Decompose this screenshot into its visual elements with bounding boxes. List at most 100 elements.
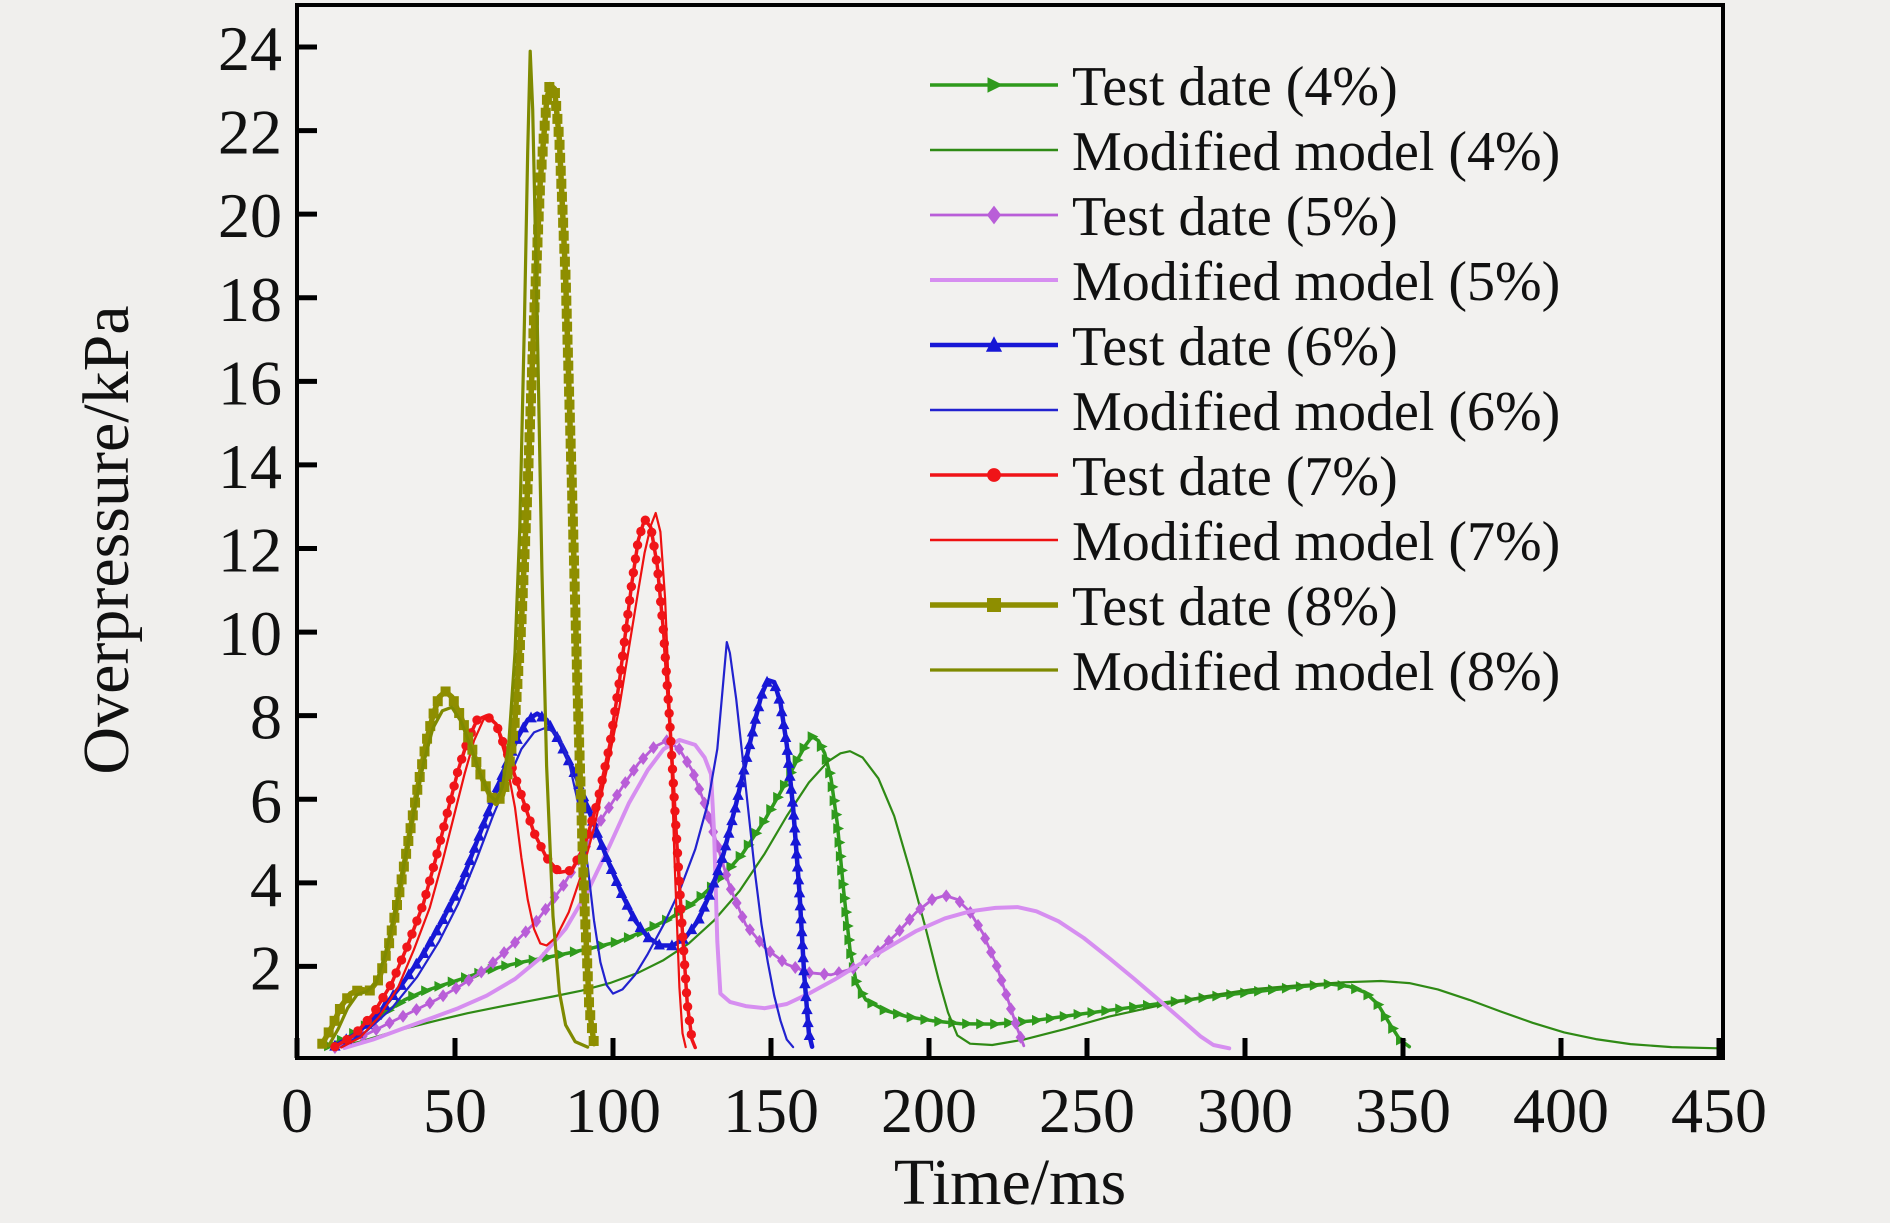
triangle-right-marker bbox=[1059, 1010, 1071, 1022]
triangle-up-marker bbox=[777, 718, 790, 730]
triangle-right-marker bbox=[766, 804, 778, 815]
square-marker bbox=[580, 932, 591, 943]
triangle-up-marker bbox=[437, 913, 449, 925]
circle-marker bbox=[442, 808, 452, 818]
x-tick-label: 350 bbox=[1355, 1075, 1451, 1146]
circle-marker bbox=[657, 610, 667, 621]
diamond-marker bbox=[980, 932, 991, 945]
y-tick-label: 2 bbox=[250, 932, 282, 1003]
square-marker bbox=[502, 769, 513, 780]
legend: Test date (4%)Modified model (4%)Test da… bbox=[930, 56, 1560, 703]
series-test-7pct bbox=[330, 515, 697, 1052]
diamond-marker bbox=[688, 768, 699, 782]
square-marker bbox=[539, 120, 550, 131]
axis-ticks: 0 50 100 150 200 250 300 350 400 4502468101214161… bbox=[218, 13, 1767, 1146]
triangle-right-marker bbox=[962, 1018, 973, 1030]
circle-marker bbox=[651, 555, 662, 565]
circle-marker bbox=[636, 526, 646, 537]
legend-label: Test date (6%) bbox=[1072, 316, 1398, 378]
circle-marker bbox=[457, 754, 467, 764]
square-marker bbox=[563, 360, 574, 371]
triangle-right-marker bbox=[841, 906, 853, 918]
legend-label: Modified model (8%) bbox=[1072, 641, 1560, 703]
triangle-right-marker bbox=[779, 779, 791, 791]
circle-marker bbox=[678, 932, 688, 942]
triangle-up-marker bbox=[796, 925, 808, 937]
legend-label: Modified model (4%) bbox=[1072, 121, 1560, 183]
square-marker bbox=[518, 575, 529, 586]
triangle-up-marker bbox=[800, 990, 812, 1002]
triangle-right-marker bbox=[735, 850, 747, 862]
x-tick-label: 50 bbox=[423, 1075, 487, 1146]
square-marker bbox=[570, 607, 581, 618]
triangle-right-marker bbox=[556, 949, 567, 961]
square-marker bbox=[517, 588, 528, 599]
circle-marker bbox=[362, 1015, 372, 1026]
diamond-marker bbox=[894, 924, 905, 938]
square-marker bbox=[557, 204, 568, 215]
triangle-up-marker bbox=[726, 814, 738, 826]
triangle-up-marker bbox=[716, 851, 728, 863]
square-marker bbox=[517, 601, 528, 612]
triangle-right-marker bbox=[825, 767, 837, 779]
triangle-right-marker bbox=[857, 988, 869, 1000]
square-marker bbox=[529, 302, 540, 313]
square-marker bbox=[504, 756, 515, 767]
circle-marker bbox=[391, 968, 401, 978]
square-marker bbox=[576, 802, 587, 813]
square-marker bbox=[523, 458, 534, 469]
circle-marker bbox=[472, 715, 482, 725]
diamond-marker bbox=[620, 776, 631, 790]
series-line-model-8pct bbox=[327, 49, 590, 1049]
diamond-marker bbox=[638, 752, 649, 766]
circle-marker bbox=[668, 778, 678, 788]
triangle-up-marker bbox=[788, 821, 801, 833]
circle-marker bbox=[677, 918, 687, 928]
diamond-marker bbox=[612, 788, 622, 802]
series-test-6pct bbox=[329, 675, 816, 1051]
triangle-right-marker bbox=[834, 837, 846, 848]
triangle-right-marker bbox=[1018, 1016, 1029, 1028]
triangle-up-marker bbox=[448, 889, 461, 901]
circle-marker bbox=[616, 665, 626, 675]
triangle-up-marker bbox=[729, 801, 741, 813]
square-marker bbox=[518, 562, 529, 573]
square-marker bbox=[555, 165, 566, 176]
y-tick-label: 10 bbox=[218, 598, 282, 669]
square-marker bbox=[523, 471, 534, 482]
triangle-right-marker bbox=[1363, 989, 1375, 1001]
diamond-marker bbox=[883, 934, 894, 948]
triangle-right-marker bbox=[867, 997, 879, 1009]
triangle-right-marker bbox=[751, 827, 763, 839]
square-marker bbox=[576, 815, 587, 826]
triangle-right-marker bbox=[837, 864, 849, 876]
series-line-model-5pct bbox=[342, 737, 1232, 1051]
y-axis-title: Overpressure/kPa bbox=[70, 305, 143, 774]
square-marker bbox=[425, 721, 436, 732]
triangle-up-marker bbox=[517, 721, 529, 733]
series-model-8pct bbox=[327, 49, 590, 1049]
diamond-marker bbox=[725, 882, 736, 896]
diamond-marker bbox=[674, 742, 685, 756]
triangle-up-marker bbox=[732, 788, 744, 800]
square-marker bbox=[570, 594, 581, 605]
square-marker bbox=[506, 743, 517, 754]
circle-marker bbox=[520, 803, 531, 813]
diamond-marker bbox=[904, 912, 915, 926]
x-tick-label: 200 bbox=[881, 1075, 977, 1146]
legend-item-test-6pct: Test date (6%) bbox=[930, 316, 1398, 378]
diamond-marker bbox=[941, 889, 952, 903]
square-marker bbox=[580, 919, 591, 930]
triangle-right-marker bbox=[569, 946, 581, 958]
square-marker bbox=[342, 993, 353, 1004]
square-marker bbox=[534, 185, 545, 196]
square-marker bbox=[571, 633, 582, 644]
square-marker bbox=[532, 237, 543, 248]
triangle-right-marker bbox=[934, 1016, 946, 1027]
x-tick-label: 450 bbox=[1671, 1075, 1767, 1146]
triangle-right-marker bbox=[1087, 1007, 1099, 1018]
diamond-marker bbox=[628, 763, 639, 777]
square-marker bbox=[534, 198, 545, 209]
triangle-up-marker bbox=[779, 731, 792, 743]
diamond-marker bbox=[451, 981, 462, 995]
